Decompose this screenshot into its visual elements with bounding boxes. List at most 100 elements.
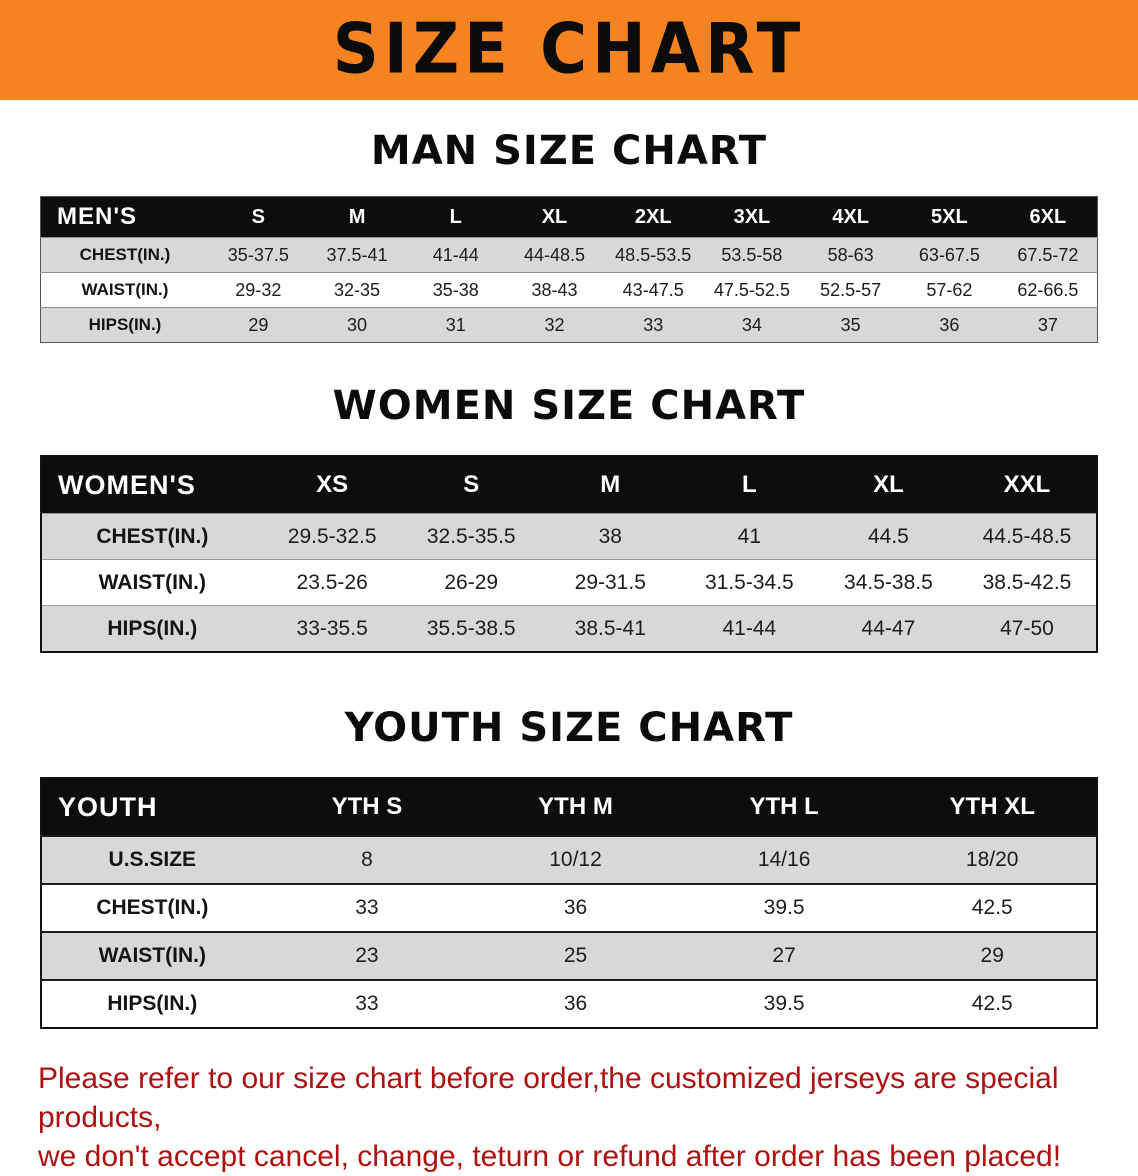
size-value-cell: 42.5 (971, 896, 1013, 919)
table-row: HIPS(IN.) 33 36 39.5 42.5 (41, 980, 1097, 1028)
size-value-cell: 44.5-48.5 (982, 524, 1072, 548)
table-title-cell: WOMEN'S (58, 469, 196, 500)
table-header-row: MEN'S S M L XL 2XL 3XL 4XL 5XL 6XL (40, 196, 1098, 238)
size-column-header: 3XL (733, 205, 771, 228)
row-label-cell: WAIST(IN.) (81, 280, 169, 299)
men-section-heading: MAN SIZE CHART (370, 128, 768, 174)
size-column-header: YTH M (538, 793, 613, 820)
size-value-cell: 35.5-38.5 (426, 616, 516, 640)
table-row: WAIST(IN.) 29-32 32-35 35-38 38-43 43-47.5 47.… (40, 272, 1098, 308)
size-value-cell: 33-35.5 (296, 616, 368, 640)
row-label-cell: HIPS(IN.) (107, 616, 198, 640)
size-value-cell: 33 (355, 992, 379, 1015)
size-column-header: XL (873, 471, 904, 498)
youth-section-heading: YOUTH SIZE CHART (344, 705, 794, 751)
women-size-table: WOMEN'S XS S M L XL XXL CHEST(IN.) 29.5-32.5 32.5… (40, 455, 1098, 653)
size-value-cell: 29 (248, 314, 269, 335)
size-value-cell: 43-47.5 (622, 279, 684, 300)
table-row: CHEST(IN.) 35-37.5 37.5-41 41-44 44-48.5 48.5… (40, 237, 1098, 273)
size-charts: MAN SIZE CHART MEN'S S M L XL 2XL 3XL 4XL 5XL 6XL… (0, 128, 1138, 1029)
size-value-cell: 29-32 (235, 279, 282, 300)
size-value-cell: 38 (598, 524, 622, 548)
size-value-cell: 53.5-58 (721, 244, 783, 265)
men-size-chart-section: MAN SIZE CHART MEN'S S M L XL 2XL 3XL 4XL 5XL 6XL… (0, 128, 1138, 343)
table-row: WAIST(IN.) 23 25 27 29 (41, 932, 1097, 980)
youth-size-table: YOUTH YTH S YTH M YTH L YTH XL U.S.SIZE 8 10/12… (40, 777, 1098, 1029)
row-label-cell: HIPS(IN.) (107, 992, 198, 1015)
size-column-header: XL (541, 205, 568, 228)
size-value-cell: 39.5 (763, 992, 805, 1015)
size-value-cell: 18/20 (965, 848, 1019, 871)
size-value-cell: 52.5-57 (820, 279, 882, 300)
size-value-cell: 37 (1037, 314, 1058, 335)
size-value-cell: 27 (772, 944, 796, 967)
size-value-cell: 33 (355, 896, 379, 919)
size-column-header: S (251, 205, 265, 228)
youth-size-chart-section: YOUTH SIZE CHART YOUTH YTH S YTH M YTH L YTH… (0, 705, 1138, 1029)
size-value-cell: 63-67.5 (918, 244, 980, 265)
size-column-header: 5XL (931, 205, 968, 228)
disclaimer-note: Please refer to our size chart before or… (38, 1059, 1100, 1176)
size-value-cell: 58-63 (827, 244, 874, 265)
size-value-cell: 62-66.5 (1017, 279, 1079, 300)
size-value-cell: 36 (563, 992, 588, 1015)
size-value-cell: 34.5-38.5 (844, 570, 933, 594)
size-value-cell: 29 (980, 944, 1004, 967)
disclaimer-line-1: Please refer to our size chart before or… (38, 1062, 1059, 1134)
size-value-cell: 25 (563, 944, 588, 967)
table-header-row: YOUTH YTH S YTH M YTH L YTH XL (41, 778, 1097, 836)
size-column-header: YTH XL (949, 793, 1035, 820)
size-column-header: 6XL (1029, 205, 1067, 228)
size-value-cell: 41-44 (722, 616, 777, 640)
size-value-cell: 35-38 (432, 279, 479, 300)
size-column-header: L (742, 471, 757, 498)
size-value-cell: 29-31.5 (574, 570, 646, 594)
size-column-header: M (600, 471, 621, 498)
row-label-cell: CHEST(IN.) (96, 896, 209, 919)
row-label-cell: HIPS(IN.) (88, 315, 162, 334)
table-row: WAIST(IN.) 23.5-26 26-29 29-31.5 31.5-34.5 34… (41, 559, 1097, 606)
size-column-header: XXL (1003, 471, 1051, 498)
row-label-cell: WAIST(IN.) (98, 570, 206, 594)
size-column-header: YTH L (749, 793, 819, 820)
size-value-cell: 41-44 (432, 244, 479, 265)
size-column-header: YTH S (331, 793, 403, 820)
size-column-header: S (463, 471, 480, 498)
table-title-cell: YOUTH (58, 791, 158, 822)
men-size-table: MEN'S S M L XL 2XL 3XL 4XL 5XL 6XL CHEST(IN.) 35-37… (40, 196, 1098, 343)
size-value-cell: 32-35 (334, 279, 381, 300)
table-row: HIPS(IN.) 33-35.5 35.5-38.5 38.5-41 41-44 44-… (41, 605, 1097, 652)
size-column-header: 4XL (832, 205, 869, 228)
size-value-cell: 35 (840, 314, 861, 335)
row-label-cell: WAIST(IN.) (98, 944, 206, 967)
size-value-cell: 23.5-26 (296, 570, 368, 594)
banner-title: SIZE CHART (332, 10, 806, 90)
table-row: CHEST(IN.) 29.5-32.5 32.5-35.5 38 41 44.5 44.5… (41, 513, 1097, 560)
size-value-cell: 14/16 (757, 848, 811, 871)
size-value-cell: 44-47 (861, 616, 916, 640)
size-value-cell: 48.5-53.5 (615, 244, 692, 265)
table-row: CHEST(IN.) 33 36 39.5 42.5 (41, 884, 1097, 932)
women-size-chart-section: WOMEN SIZE CHART WOMEN'S XS S M L XL XXL CHEST(… (0, 383, 1138, 653)
size-chart-banner: SIZE CHART (0, 0, 1138, 100)
size-value-cell: 32 (544, 314, 565, 335)
size-value-cell: 30 (347, 314, 368, 335)
size-value-cell: 31 (445, 314, 466, 335)
disclaimer-line-2: we don't accept cancel, change, teturn o… (38, 1140, 1062, 1173)
size-value-cell: 44-48.5 (523, 244, 586, 265)
size-column-header: XS (316, 471, 349, 498)
size-value-cell: 38-43 (531, 279, 578, 300)
table-header-row: WOMEN'S XS S M L XL XXL (41, 456, 1097, 514)
size-value-cell: 35-37.5 (227, 244, 289, 265)
size-value-cell: 57-62 (926, 279, 973, 300)
size-value-cell: 36 (939, 314, 960, 335)
women-section-heading: WOMEN SIZE CHART (332, 383, 806, 429)
size-value-cell: 36 (563, 896, 588, 919)
size-column-header: L (449, 205, 462, 228)
size-value-cell: 39.5 (763, 896, 805, 919)
size-value-cell: 23 (355, 944, 379, 967)
size-value-cell: 32.5-35.5 (426, 524, 516, 548)
size-value-cell: 8 (361, 848, 373, 871)
table-title-cell: MEN'S (57, 203, 138, 230)
